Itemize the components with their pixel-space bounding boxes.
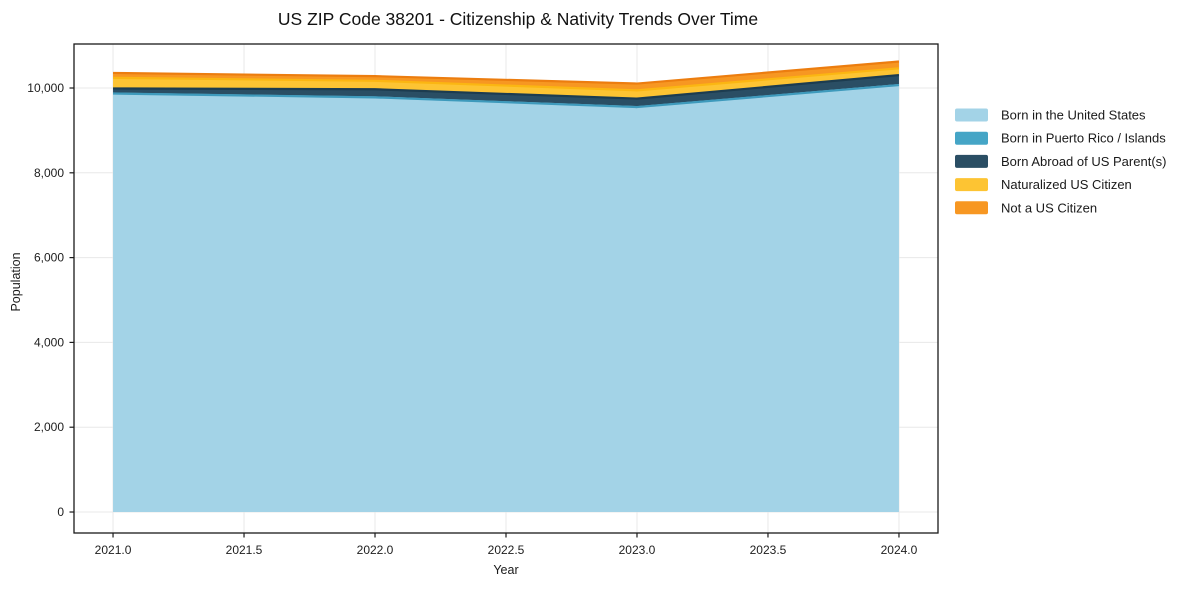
legend-swatch bbox=[955, 108, 988, 122]
y-tick-label: 6,000 bbox=[34, 251, 64, 265]
series-line-5 bbox=[113, 60, 900, 85]
legend-swatch bbox=[955, 178, 988, 192]
chart-title: US ZIP Code 38201 - Citizenship & Nativi… bbox=[278, 9, 758, 29]
tick-labels: 2021.0 2021.5 2022.0 2022.5 2023.0 2023.5 2024… bbox=[27, 81, 917, 557]
legend-swatch bbox=[955, 201, 988, 215]
area-series bbox=[113, 60, 900, 513]
x-tick-label: 2022.5 bbox=[488, 543, 525, 557]
legend-label: Not a US Citizen bbox=[1001, 200, 1097, 215]
x-tick-label: 2021.0 bbox=[95, 543, 132, 557]
area-3 bbox=[113, 75, 899, 108]
legend-label: Born in Puerto Rico / Islands bbox=[1001, 131, 1166, 146]
y-tick-label: 2,000 bbox=[34, 420, 64, 434]
legend-label: Born Abroad of US Parent(s) bbox=[1001, 154, 1166, 169]
axis-ticks bbox=[69, 87, 900, 538]
y-axis-label: Population bbox=[9, 252, 23, 311]
series-line-3 bbox=[113, 73, 900, 100]
x-axis-label: Year bbox=[493, 563, 518, 577]
y-tick-label: 0 bbox=[57, 505, 64, 519]
x-tick-label: 2022.0 bbox=[357, 543, 394, 557]
x-tick-label: 2024.0 bbox=[881, 543, 918, 557]
x-tick-label: 2023.0 bbox=[619, 543, 656, 557]
series-line-4 bbox=[113, 67, 900, 92]
legend-swatch bbox=[955, 154, 988, 168]
legend: Born in the United States Born in Puerto … bbox=[955, 108, 1166, 215]
y-tick-label: 8,000 bbox=[34, 166, 64, 180]
y-tick-label: 10,000 bbox=[27, 81, 64, 95]
legend-label: Naturalized US Citizen bbox=[1001, 177, 1132, 192]
area-5 bbox=[113, 61, 899, 91]
legend-swatch bbox=[955, 131, 988, 145]
legend-label: Born in the United States bbox=[1001, 108, 1146, 123]
area-1 bbox=[113, 85, 899, 513]
x-tick-label: 2021.5 bbox=[226, 543, 263, 557]
x-tick-label: 2023.5 bbox=[750, 543, 787, 557]
series-line-2 bbox=[113, 83, 900, 109]
y-tick-label: 4,000 bbox=[34, 335, 64, 349]
area-4 bbox=[113, 68, 899, 99]
